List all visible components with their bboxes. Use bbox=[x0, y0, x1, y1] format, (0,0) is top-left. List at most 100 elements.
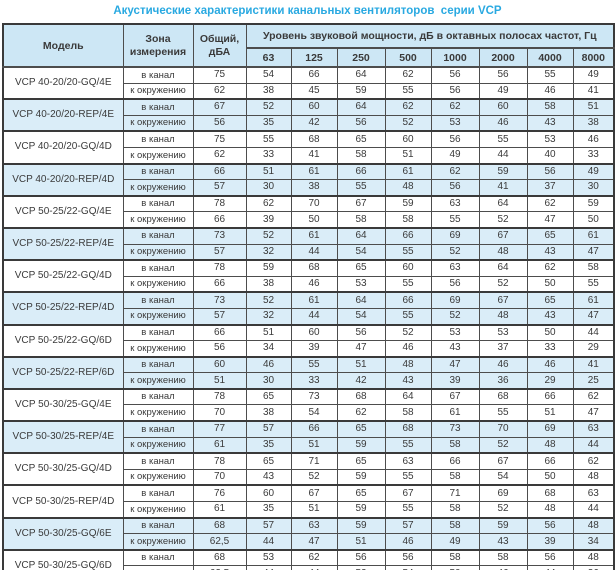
band-value-500: 62 bbox=[384, 98, 432, 116]
zone-to-environment: к окружению bbox=[122, 436, 194, 454]
table-body: VCP 40-20/20-GQ/4E в канал 75 54 66 64 62 56 56 5… bbox=[2, 65, 615, 570]
band-value-63: 53 bbox=[245, 548, 292, 567]
band-value-250: 54 bbox=[336, 243, 386, 261]
band-value-8000: 29 bbox=[572, 340, 615, 358]
band-value-500: 64 bbox=[384, 387, 432, 406]
band-value-500: 54 bbox=[384, 565, 432, 570]
table-row: VCP 40-20/20-GQ/4D в канал 75 55 68 65 60 56 55 5… bbox=[2, 130, 615, 165]
table-row: к окружению 70 43 52 59 55 58 54 50 48 bbox=[3, 468, 615, 486]
band-value-1000: 49 bbox=[430, 146, 480, 165]
band-value-250: 65 bbox=[336, 130, 386, 148]
zone-to-environment: к окружению bbox=[122, 243, 194, 261]
band-value-8000: 44 bbox=[572, 436, 615, 454]
band-value-63: 60 bbox=[245, 484, 292, 503]
band-value-2000: 37 bbox=[478, 340, 528, 358]
band-value-500: 48 bbox=[384, 355, 432, 374]
band-value-500: 58 bbox=[384, 211, 432, 229]
total-dba-value: 78 bbox=[192, 194, 247, 213]
band-value-500: 55 bbox=[384, 468, 432, 486]
band-value-4000: 29 bbox=[526, 372, 574, 390]
band-value-125: 44 bbox=[290, 243, 338, 261]
band-value-63: 65 bbox=[245, 387, 292, 406]
band-value-250: 56 bbox=[336, 548, 386, 567]
band-value-4000: 44 bbox=[526, 565, 574, 570]
band-value-4000: 56 bbox=[526, 516, 574, 535]
zone-in-duct: в канал bbox=[122, 387, 194, 406]
band-value-1000: 62 bbox=[430, 98, 480, 116]
band-value-8000: 63 bbox=[572, 484, 615, 503]
table-row: к окружению 57 30 38 55 48 56 41 37 30 bbox=[3, 179, 615, 197]
band-value-125: 61 bbox=[290, 226, 338, 245]
total-dba-value: 70 bbox=[192, 468, 247, 486]
total-dba-value: 75 bbox=[192, 130, 247, 148]
band-value-2000: 48 bbox=[478, 243, 528, 261]
band-value-125: 55 bbox=[290, 355, 338, 374]
zone-to-environment: к окружению bbox=[122, 565, 194, 570]
zone-to-environment: к окружению bbox=[122, 468, 194, 486]
band-value-2000: 53 bbox=[478, 323, 528, 342]
band-value-2000: 64 bbox=[478, 194, 528, 213]
table-row: к окружению 62,5 44 47 51 46 49 43 39 34 bbox=[3, 533, 615, 551]
band-value-1000: 56 bbox=[430, 275, 480, 293]
band-value-125: 61 bbox=[290, 291, 338, 309]
band-value-63: 52 bbox=[245, 291, 292, 309]
band-value-63: 52 bbox=[245, 226, 292, 245]
band-value-500: 62 bbox=[384, 65, 432, 84]
band-value-2000: 59 bbox=[478, 162, 528, 181]
band-value-1000: 63 bbox=[430, 259, 480, 277]
band-value-8000: 48 bbox=[572, 548, 615, 567]
band-value-250: 52 bbox=[336, 565, 386, 570]
band-value-8000: 62 bbox=[572, 387, 615, 406]
table-row: к окружению 66 39 50 58 58 55 52 47 50 bbox=[3, 211, 615, 229]
zone-in-duct: в канал bbox=[122, 516, 194, 535]
band-value-250: 64 bbox=[336, 291, 386, 309]
band-value-8000: 58 bbox=[572, 259, 615, 277]
table-row: к окружению 70 38 54 62 58 61 55 51 47 bbox=[3, 404, 615, 422]
table-row: VCP 50-30/25-GQ/6E в канал 68 57 63 59 57 58 59 5… bbox=[2, 516, 615, 551]
band-value-250: 59 bbox=[336, 501, 386, 519]
band-value-2000: 70 bbox=[478, 420, 528, 438]
band-value-250: 51 bbox=[336, 533, 386, 551]
table-row: VCP 40-20/20-REP/4E в канал 67 52 60 64 62 62 60… bbox=[2, 98, 615, 132]
model-name: VCP 50-25/22-REP/4E bbox=[2, 226, 124, 261]
band-value-125: 62 bbox=[290, 548, 338, 567]
table-row: к окружению 62 38 45 59 55 56 49 46 41 bbox=[3, 82, 615, 100]
band-value-63: 35 bbox=[245, 114, 292, 132]
table-row: к окружению 57 32 44 54 55 52 48 43 47 bbox=[3, 243, 615, 261]
model-name: VCP 50-30/25-GQ/6D bbox=[2, 548, 124, 570]
total-dba-value: 70 bbox=[192, 404, 247, 422]
band-value-250: 65 bbox=[336, 420, 386, 438]
zone-to-environment: к окружению bbox=[122, 82, 194, 100]
total-dba-value: 78 bbox=[192, 259, 247, 277]
zone-to-environment: к окружению bbox=[122, 372, 194, 390]
band-header-row: 63 125 250 500 1000 2000 4000 8000 bbox=[3, 47, 615, 68]
band-value-125: 44 bbox=[290, 565, 338, 570]
band-value-250: 55 bbox=[336, 179, 386, 197]
band-value-2000: 69 bbox=[478, 484, 528, 503]
band-value-1000: 69 bbox=[430, 291, 480, 309]
band-value-500: 63 bbox=[384, 452, 432, 470]
model-name: VCP 50-25/22-GQ/4D bbox=[2, 259, 124, 293]
band-value-4000: 40 bbox=[526, 146, 574, 165]
band-value-1000: 73 bbox=[430, 420, 480, 438]
total-dba-value: 75 bbox=[192, 65, 247, 84]
band-value-8000: 44 bbox=[572, 323, 615, 342]
band-value-1000: 63 bbox=[430, 194, 480, 213]
band-value-63: 57 bbox=[245, 516, 292, 535]
band-value-4000: 50 bbox=[526, 468, 574, 486]
band-value-1000: 53 bbox=[430, 323, 480, 342]
band-value-500: 55 bbox=[384, 82, 432, 100]
total-dba-value: 56 bbox=[192, 340, 247, 358]
band-value-2000: 49 bbox=[478, 82, 528, 100]
band-value-125: 50 bbox=[290, 211, 338, 229]
band-value-63: 32 bbox=[245, 307, 292, 326]
model-name: VCP 40-20/20-GQ/4D bbox=[2, 130, 124, 165]
zone-to-environment: к окружению bbox=[122, 275, 194, 293]
total-dba-value: 62 bbox=[192, 82, 247, 100]
total-dba-value: 68 bbox=[192, 516, 247, 535]
model-name: VCP 50-30/25-GQ/6E bbox=[2, 516, 124, 551]
zone-in-duct: в канал bbox=[122, 420, 194, 438]
band-value-500: 55 bbox=[384, 436, 432, 454]
band-value-63: 62 bbox=[245, 194, 292, 213]
